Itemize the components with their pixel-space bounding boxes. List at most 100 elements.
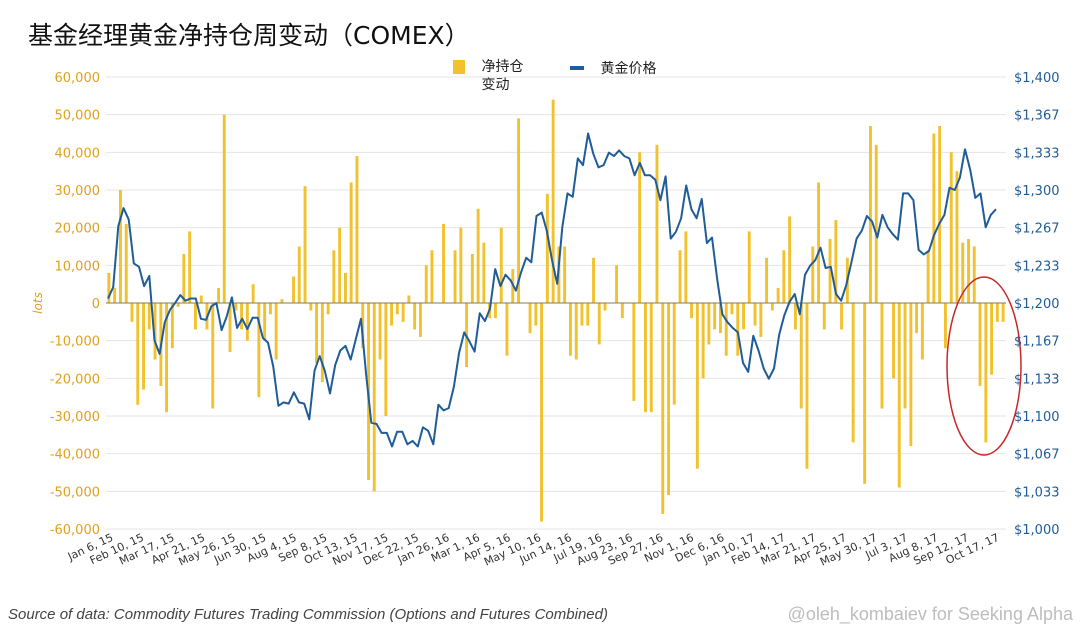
y2-tick-label: $1,167 <box>1014 335 1060 350</box>
bar <box>119 190 122 303</box>
bar <box>903 303 907 409</box>
bar <box>569 303 572 356</box>
bar <box>222 114 226 303</box>
y2-tick-label: $1,400 <box>1014 71 1060 86</box>
bar <box>482 242 486 303</box>
bar <box>638 152 642 303</box>
y2-tick-label: $1,133 <box>1014 372 1060 387</box>
legend-bar-swatch <box>453 60 465 74</box>
bar <box>453 250 457 303</box>
bar <box>326 303 330 315</box>
y2-tick-label: $1,233 <box>1014 259 1060 274</box>
bar <box>211 303 215 409</box>
bar <box>920 303 924 360</box>
bar <box>240 303 243 330</box>
bar <box>153 303 157 360</box>
bar <box>880 303 884 409</box>
highlight-ellipse <box>946 276 1022 456</box>
bar <box>811 246 815 303</box>
bar <box>984 303 988 443</box>
bar <box>332 250 336 303</box>
bar <box>701 303 705 379</box>
bar <box>378 303 382 360</box>
y-tick-label: 60,000 <box>55 71 101 86</box>
bar <box>747 231 751 303</box>
bar <box>961 242 965 303</box>
y-tick-label: -30,000 <box>50 410 100 425</box>
bar <box>592 257 595 303</box>
y2-tick-label: $1,267 <box>1014 222 1060 237</box>
bar <box>632 303 636 401</box>
bar <box>834 220 838 303</box>
bar <box>713 303 717 330</box>
y-axis-label: lots <box>31 292 45 314</box>
y-tick-label: 10,000 <box>55 259 101 274</box>
bar <box>603 303 607 311</box>
bar <box>372 303 376 492</box>
bar <box>661 303 665 514</box>
bar <box>799 303 803 409</box>
bar <box>736 303 740 356</box>
bar <box>505 303 509 356</box>
bar <box>949 152 953 303</box>
bar <box>967 239 970 303</box>
y-tick-label: -40,000 <box>50 448 100 463</box>
bar <box>355 156 359 303</box>
bar <box>401 303 405 322</box>
y-tick-label: -50,000 <box>50 485 100 500</box>
y-tick-label: 20,000 <box>55 222 101 237</box>
bar <box>690 303 693 319</box>
price-line <box>107 132 997 448</box>
credit-watermark: @oleh_kombaiev for Seeking Alpha <box>787 604 1073 624</box>
legend-line-swatch <box>570 66 584 70</box>
bar <box>269 303 272 315</box>
bar <box>788 216 792 303</box>
bar <box>292 276 295 303</box>
bar <box>563 246 567 303</box>
bar <box>338 227 342 303</box>
bar <box>413 303 417 330</box>
bar <box>851 303 855 443</box>
bar <box>199 295 203 303</box>
bar <box>909 303 913 447</box>
bar <box>770 303 774 311</box>
bar <box>320 303 324 383</box>
y2-tick-label: $1,000 <box>1014 523 1060 538</box>
bar <box>315 303 318 364</box>
y2-tick-label: $1,100 <box>1014 410 1060 425</box>
bar <box>499 227 503 303</box>
bar <box>742 303 745 330</box>
bar <box>182 254 186 303</box>
bar <box>897 303 901 488</box>
bar <box>188 231 192 303</box>
y-tick-label: -10,000 <box>50 335 100 350</box>
bar <box>459 227 463 303</box>
bar <box>828 239 832 303</box>
bar <box>938 126 942 303</box>
bar <box>926 250 930 303</box>
y-tick-label: -20,000 <box>50 372 100 387</box>
bar <box>822 303 826 330</box>
bar <box>303 186 307 303</box>
source-note: Source of data: Commodity Futures Tradin… <box>8 606 608 623</box>
bar <box>136 303 140 405</box>
bar <box>724 303 728 356</box>
bar <box>869 126 872 303</box>
bar <box>863 303 867 484</box>
bar <box>545 193 549 303</box>
bar <box>442 223 445 303</box>
bar <box>470 254 474 303</box>
bar <box>620 303 624 319</box>
bar <box>805 303 809 469</box>
bar <box>915 303 918 334</box>
bar <box>655 144 659 303</box>
bar <box>245 303 249 341</box>
bar <box>124 223 128 303</box>
bar <box>782 250 786 303</box>
bar <box>280 299 284 303</box>
bar <box>678 250 682 303</box>
bar <box>551 99 555 303</box>
bar <box>978 303 982 386</box>
bar <box>309 303 313 311</box>
